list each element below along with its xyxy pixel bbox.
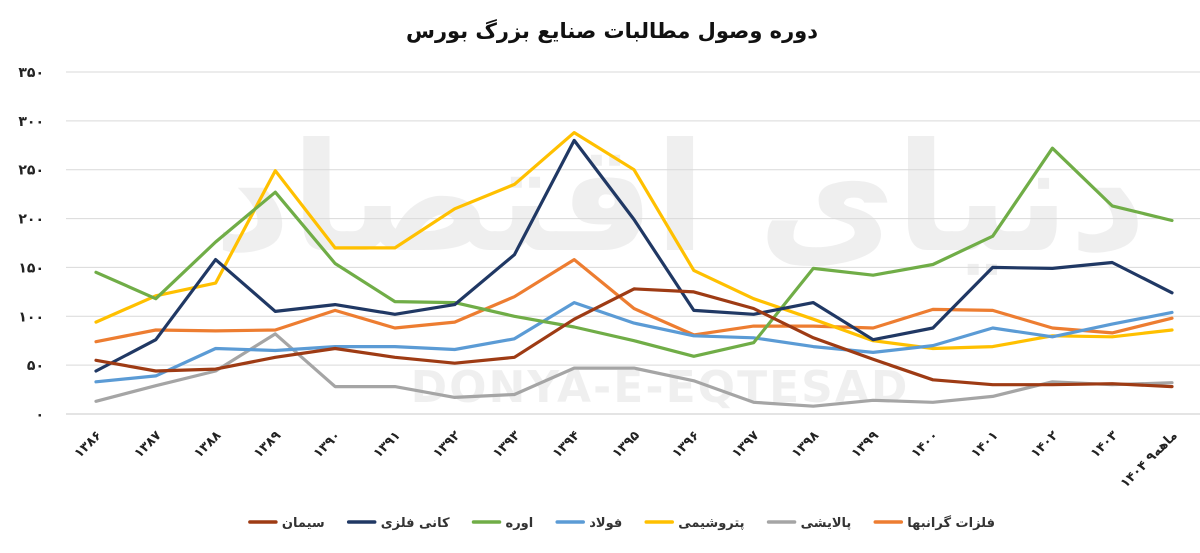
x-tick-label: ۱۳۸۹ [251, 428, 284, 461]
x-tick-label: ۱۴۰۴ ۹ماهه [1118, 428, 1181, 491]
x-tick-label: ۱۳۹۷ [729, 428, 762, 461]
legend-label: فولاد [589, 516, 622, 531]
series-line-3 [94, 301, 1174, 384]
legend-label: سیمان [282, 516, 325, 531]
x-tick-label: ۱۴۰۳ [1088, 428, 1121, 461]
series-line-2 [94, 131, 1174, 351]
y-tick-label: ۲۰۰ [18, 212, 44, 228]
x-tick-label: ۱۴۰۰ [909, 428, 942, 461]
series-line-4 [94, 146, 1174, 358]
x-tick-label: ۱۳۸۸ [191, 428, 224, 461]
x-tick-label: ۱۴۰۲ [1028, 428, 1061, 461]
x-tick-label: ۱۳۹۹ [849, 428, 882, 461]
legend-label: پالایشی [801, 516, 852, 531]
y-axis-ticks: ۰ ۵۰ ۱۰۰ ۱۵۰ ۲۰۰ ۲۵۰ ۳۰۰ ۳۵۰ [18, 65, 44, 423]
legend-label: کانی فلزی [381, 516, 450, 531]
y-tick-label: ۲۵۰ [18, 163, 44, 179]
y-tick-label: ۱۰۰ [18, 309, 44, 325]
series-layer [94, 131, 1174, 408]
x-tick-label: ۱۳۸۷ [132, 428, 165, 461]
x-axis-ticks: ۱۳۸۶ ۱۳۸۷ ۱۳۸۸ ۱۳۸۹ ۱۳۹۰ ۱۳۹۱ ۱۳۹۲ ۱۳۹۳ ۱۳۹۴ ۱۳۹۵… [72, 428, 1181, 491]
series-line-1 [94, 332, 1174, 408]
series-line-5 [94, 138, 1174, 373]
y-tick-label: ۱۵۰ [18, 260, 44, 276]
legend-label: فلزات گرانبها [907, 515, 995, 531]
x-tick-label: ۱۳۹۶ [670, 428, 703, 461]
y-tick-label: ۵۰ [27, 358, 44, 374]
chart-title: دوره وصول مطالبات صنایع بزرگ بورس [406, 18, 818, 43]
x-tick-label: ۱۴۰۱ [968, 428, 1001, 461]
x-tick-label: ۱۳۹۲ [430, 428, 463, 461]
legend-label: اوره [506, 516, 534, 531]
series-line-0 [94, 258, 1174, 344]
x-tick-label: ۱۳۹۵ [610, 428, 643, 461]
legend-label: پتروشیمی [678, 516, 744, 531]
legend: فلزات گرانبها پالایشی پتروشیمی فولاد اوره کان… [248, 515, 995, 531]
y-tick-label: ۳۰۰ [18, 114, 44, 130]
series-line-6 [94, 287, 1174, 389]
x-tick-label: ۱۳۹۰ [311, 428, 344, 461]
x-tick-label: ۱۳۸۶ [72, 428, 105, 461]
x-tick-label: ۱۳۹۱ [371, 428, 404, 461]
x-tick-label: ۱۳۹۴ [550, 428, 583, 461]
watermark-fa-text: دنیای اقتصاد [214, 112, 1147, 286]
x-tick-label: ۱۳۹۳ [490, 428, 523, 461]
y-tick-label: ۰ [35, 407, 44, 423]
watermark-logo: دنیای اقتصاد DONYA-E-EQTESAD [214, 112, 1147, 413]
y-tick-label: ۳۵۰ [18, 65, 44, 81]
x-tick-label: ۱۳۹۸ [789, 428, 822, 461]
